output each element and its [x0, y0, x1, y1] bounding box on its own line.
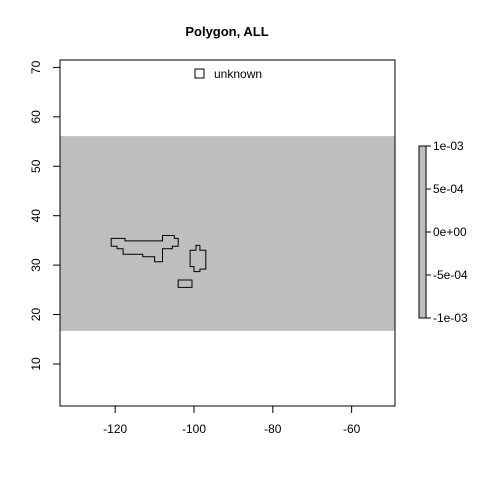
x-tick-label: -80	[264, 422, 282, 436]
colorbar-tick-label: 1e-03	[433, 139, 464, 153]
y-tick-label: 20	[29, 308, 43, 322]
colorbar-tick-label: -1e-03	[433, 311, 468, 325]
chart-title: Polygon, ALL	[185, 24, 268, 39]
legend: unknown	[194, 67, 262, 81]
y-tick-label: 40	[29, 209, 43, 223]
colorbar-bar	[418, 145, 427, 319]
colorbar-tick-label: 5e-04	[433, 182, 464, 196]
colorbar: 1e-03 5e-04 0e+00 -5e-04 -1e-03	[418, 139, 468, 325]
colorbar-tick-label: 0e+00	[433, 225, 467, 239]
legend-square-icon	[194, 68, 205, 79]
polygon-3	[177, 279, 193, 288]
y-tick-label: 10	[29, 357, 43, 371]
colorbar-tick-label: -5e-04	[433, 268, 468, 282]
polygon-1	[110, 235, 179, 263]
x-tick-label: -120	[103, 422, 127, 436]
legend-label: unknown	[214, 67, 262, 81]
y-tick-label: 60	[29, 110, 43, 124]
polygon-2	[189, 244, 207, 273]
fill-band	[60, 136, 395, 331]
y-tick-label: 30	[29, 258, 43, 272]
x-tick-label: -100	[182, 422, 206, 436]
y-tick-label: 50	[29, 159, 43, 173]
y-tick-label: 70	[29, 60, 43, 74]
x-tick-label: -60	[343, 422, 361, 436]
plot-frame	[59, 59, 396, 407]
